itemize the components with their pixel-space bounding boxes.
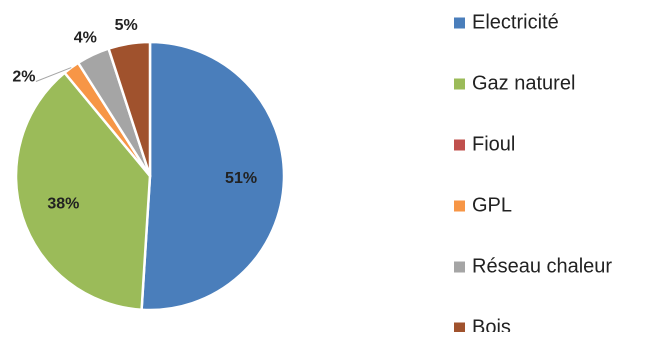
legend-label-electricite: Electricité <box>472 11 559 33</box>
legend-label-reseau-chaleur: Réseau chaleur <box>472 255 612 277</box>
leader-line-gpl <box>35 67 72 82</box>
legend-label-fioul: Fioul <box>472 133 515 155</box>
pie-slice-gaz-naturel <box>14 71 152 311</box>
pie-slice-bois <box>107 40 152 178</box>
legend-swatch-gaz-naturel <box>454 78 465 90</box>
legend-label-gaz-naturel: Gaz naturel <box>472 72 575 94</box>
legend-label-bois: Bois <box>472 316 511 332</box>
legend-item-electricite: Electricité <box>454 11 559 33</box>
data-label-bois: 5% <box>115 17 138 34</box>
legend-label-gpl: GPL <box>472 194 512 216</box>
legend-swatch-bois <box>454 322 465 334</box>
data-label-reseau-chaleur: 4% <box>74 30 97 47</box>
pie-slice-electricite <box>140 40 286 312</box>
legend-item-gaz-naturel: Gaz naturel <box>454 72 575 94</box>
legend-swatch-reseau-chaleur <box>454 261 465 273</box>
legend: Electricité Gaz naturel Fioul GPL Réseau cha… <box>454 11 612 337</box>
pie-slices <box>14 40 286 312</box>
label-leader-lines <box>35 67 72 82</box>
legend-item-gpl: GPL <box>454 194 512 216</box>
legend-item-fioul: Fioul <box>454 133 515 155</box>
data-labels: 51% 38% 2% 4% 5% <box>12 17 257 212</box>
legend-swatch-electricite <box>454 17 465 29</box>
legend-swatch-gpl <box>454 200 465 212</box>
data-label-electricite: 51% <box>225 170 257 187</box>
data-label-gpl: 2% <box>12 69 35 86</box>
legend-item-bois: Bois <box>454 316 511 337</box>
legend-swatch-fioul <box>454 139 465 151</box>
data-label-gaz-naturel: 38% <box>47 195 79 212</box>
legend-item-reseau-chaleur: Réseau chaleur <box>454 255 612 277</box>
